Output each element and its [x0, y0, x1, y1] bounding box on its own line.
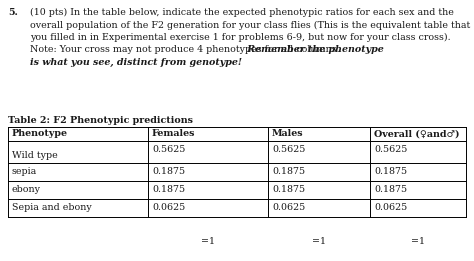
- Text: ebony: ebony: [12, 186, 41, 194]
- Text: Phenotype: Phenotype: [12, 129, 68, 139]
- Text: =1: =1: [312, 236, 326, 246]
- Text: 0.1875: 0.1875: [152, 168, 185, 176]
- Text: 0.1875: 0.1875: [374, 186, 407, 194]
- Text: (10 pts) In the table below, indicate the expected phenotypic ratios for each se: (10 pts) In the table below, indicate th…: [30, 8, 454, 17]
- Text: 0.1875: 0.1875: [272, 168, 305, 176]
- Text: 0.0625: 0.0625: [272, 204, 305, 212]
- Text: sepia: sepia: [12, 168, 37, 176]
- Text: Note: Your cross may not produce 4 phenotypes for all columns.: Note: Your cross may not produce 4 pheno…: [30, 45, 340, 55]
- Text: 0.1875: 0.1875: [272, 186, 305, 194]
- Text: you filled in in Experimental exercise 1 for problems 6-9, but now for your clas: you filled in in Experimental exercise 1…: [30, 33, 451, 42]
- Text: 0.5625: 0.5625: [374, 145, 407, 154]
- Text: =1: =1: [411, 236, 425, 246]
- Text: Wild type: Wild type: [12, 151, 58, 160]
- Text: 0.1875: 0.1875: [152, 186, 185, 194]
- Text: is what you see, distinct from genotype!: is what you see, distinct from genotype!: [30, 58, 242, 67]
- Text: Females: Females: [152, 129, 195, 139]
- Text: 5.: 5.: [8, 8, 18, 17]
- Text: 0.0625: 0.0625: [374, 204, 407, 212]
- Text: =1: =1: [201, 236, 215, 246]
- Text: Remember the phenotype: Remember the phenotype: [244, 45, 384, 55]
- Text: 0.0625: 0.0625: [152, 204, 185, 212]
- Text: Sepia and ebony: Sepia and ebony: [12, 204, 92, 212]
- Text: Males: Males: [272, 129, 304, 139]
- Text: 0.1875: 0.1875: [374, 168, 407, 176]
- Text: Overall (♀and♂): Overall (♀and♂): [374, 129, 459, 139]
- Text: 0.5625: 0.5625: [272, 145, 305, 154]
- Text: 0.5625: 0.5625: [152, 145, 185, 154]
- Text: overall population of the F2 generation for your class flies (This is the equiva: overall population of the F2 generation …: [30, 21, 470, 30]
- Text: Table 2: F2 Phenotypic predictions: Table 2: F2 Phenotypic predictions: [8, 116, 193, 125]
